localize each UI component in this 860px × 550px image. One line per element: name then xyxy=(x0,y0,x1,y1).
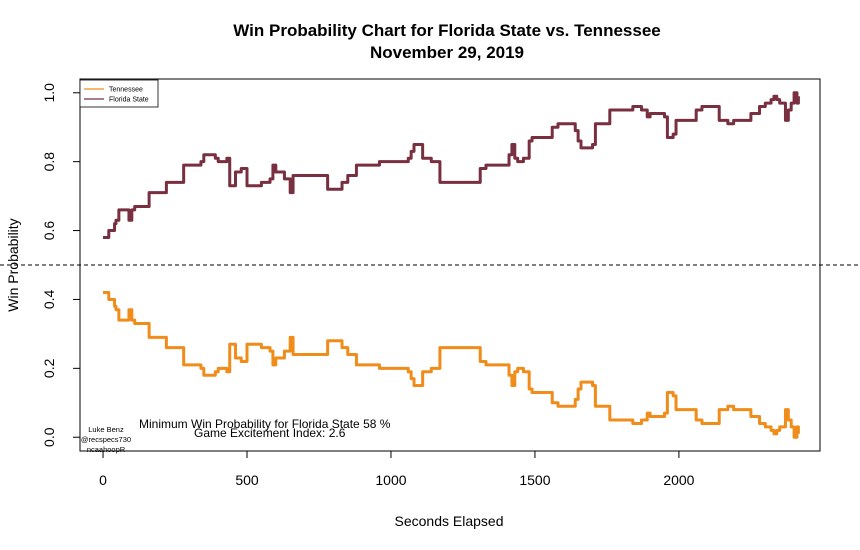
min-win-prob-annotation: Minimum Win Probability for Florida Stat… xyxy=(139,417,391,431)
legend-label-florida-state: Florida State xyxy=(109,97,149,104)
series-group xyxy=(103,91,800,439)
legend-box xyxy=(79,79,159,108)
credit-package: ncaahoopR xyxy=(87,445,126,454)
x-tick-label: 1000 xyxy=(375,472,406,488)
x-axis: 0 500 1000 1500 2000 xyxy=(99,450,695,488)
y-axis: 0.0 0.2 0.4 0.6 0.8 1.0 xyxy=(41,83,81,447)
y-tick-label: 0.2 xyxy=(41,358,57,378)
credit-author: Luke Benz xyxy=(88,425,124,434)
y-tick-label: 0.0 xyxy=(41,427,57,447)
legend-label-tennessee: Tennessee xyxy=(109,87,143,94)
x-tick-label: 1500 xyxy=(519,472,550,488)
x-tick-label: 2000 xyxy=(663,472,694,488)
y-tick-label: 0.4 xyxy=(41,290,57,310)
y-tick-label: 0.6 xyxy=(41,221,57,241)
excitement-index-annotation: Game Excitement Index: 2.6 xyxy=(194,426,346,440)
y-axis-label: Win Probability xyxy=(5,218,21,311)
chart-subtitle: November 29, 2019 xyxy=(370,43,524,62)
legend: Tennessee Florida State xyxy=(79,79,159,108)
credit-handle: @recspecs730 xyxy=(81,435,131,444)
chart-title: Win Probability Chart for Florida State … xyxy=(233,21,660,40)
series-line-florida-state xyxy=(103,91,800,239)
y-tick-label: 0.8 xyxy=(41,152,57,172)
x-tick-label: 500 xyxy=(235,472,259,488)
x-tick-label: 0 xyxy=(99,472,107,488)
x-axis-label: Seconds Elapsed xyxy=(395,513,504,529)
series-line-tennessee xyxy=(103,291,800,439)
y-tick-label: 1.0 xyxy=(41,83,57,103)
